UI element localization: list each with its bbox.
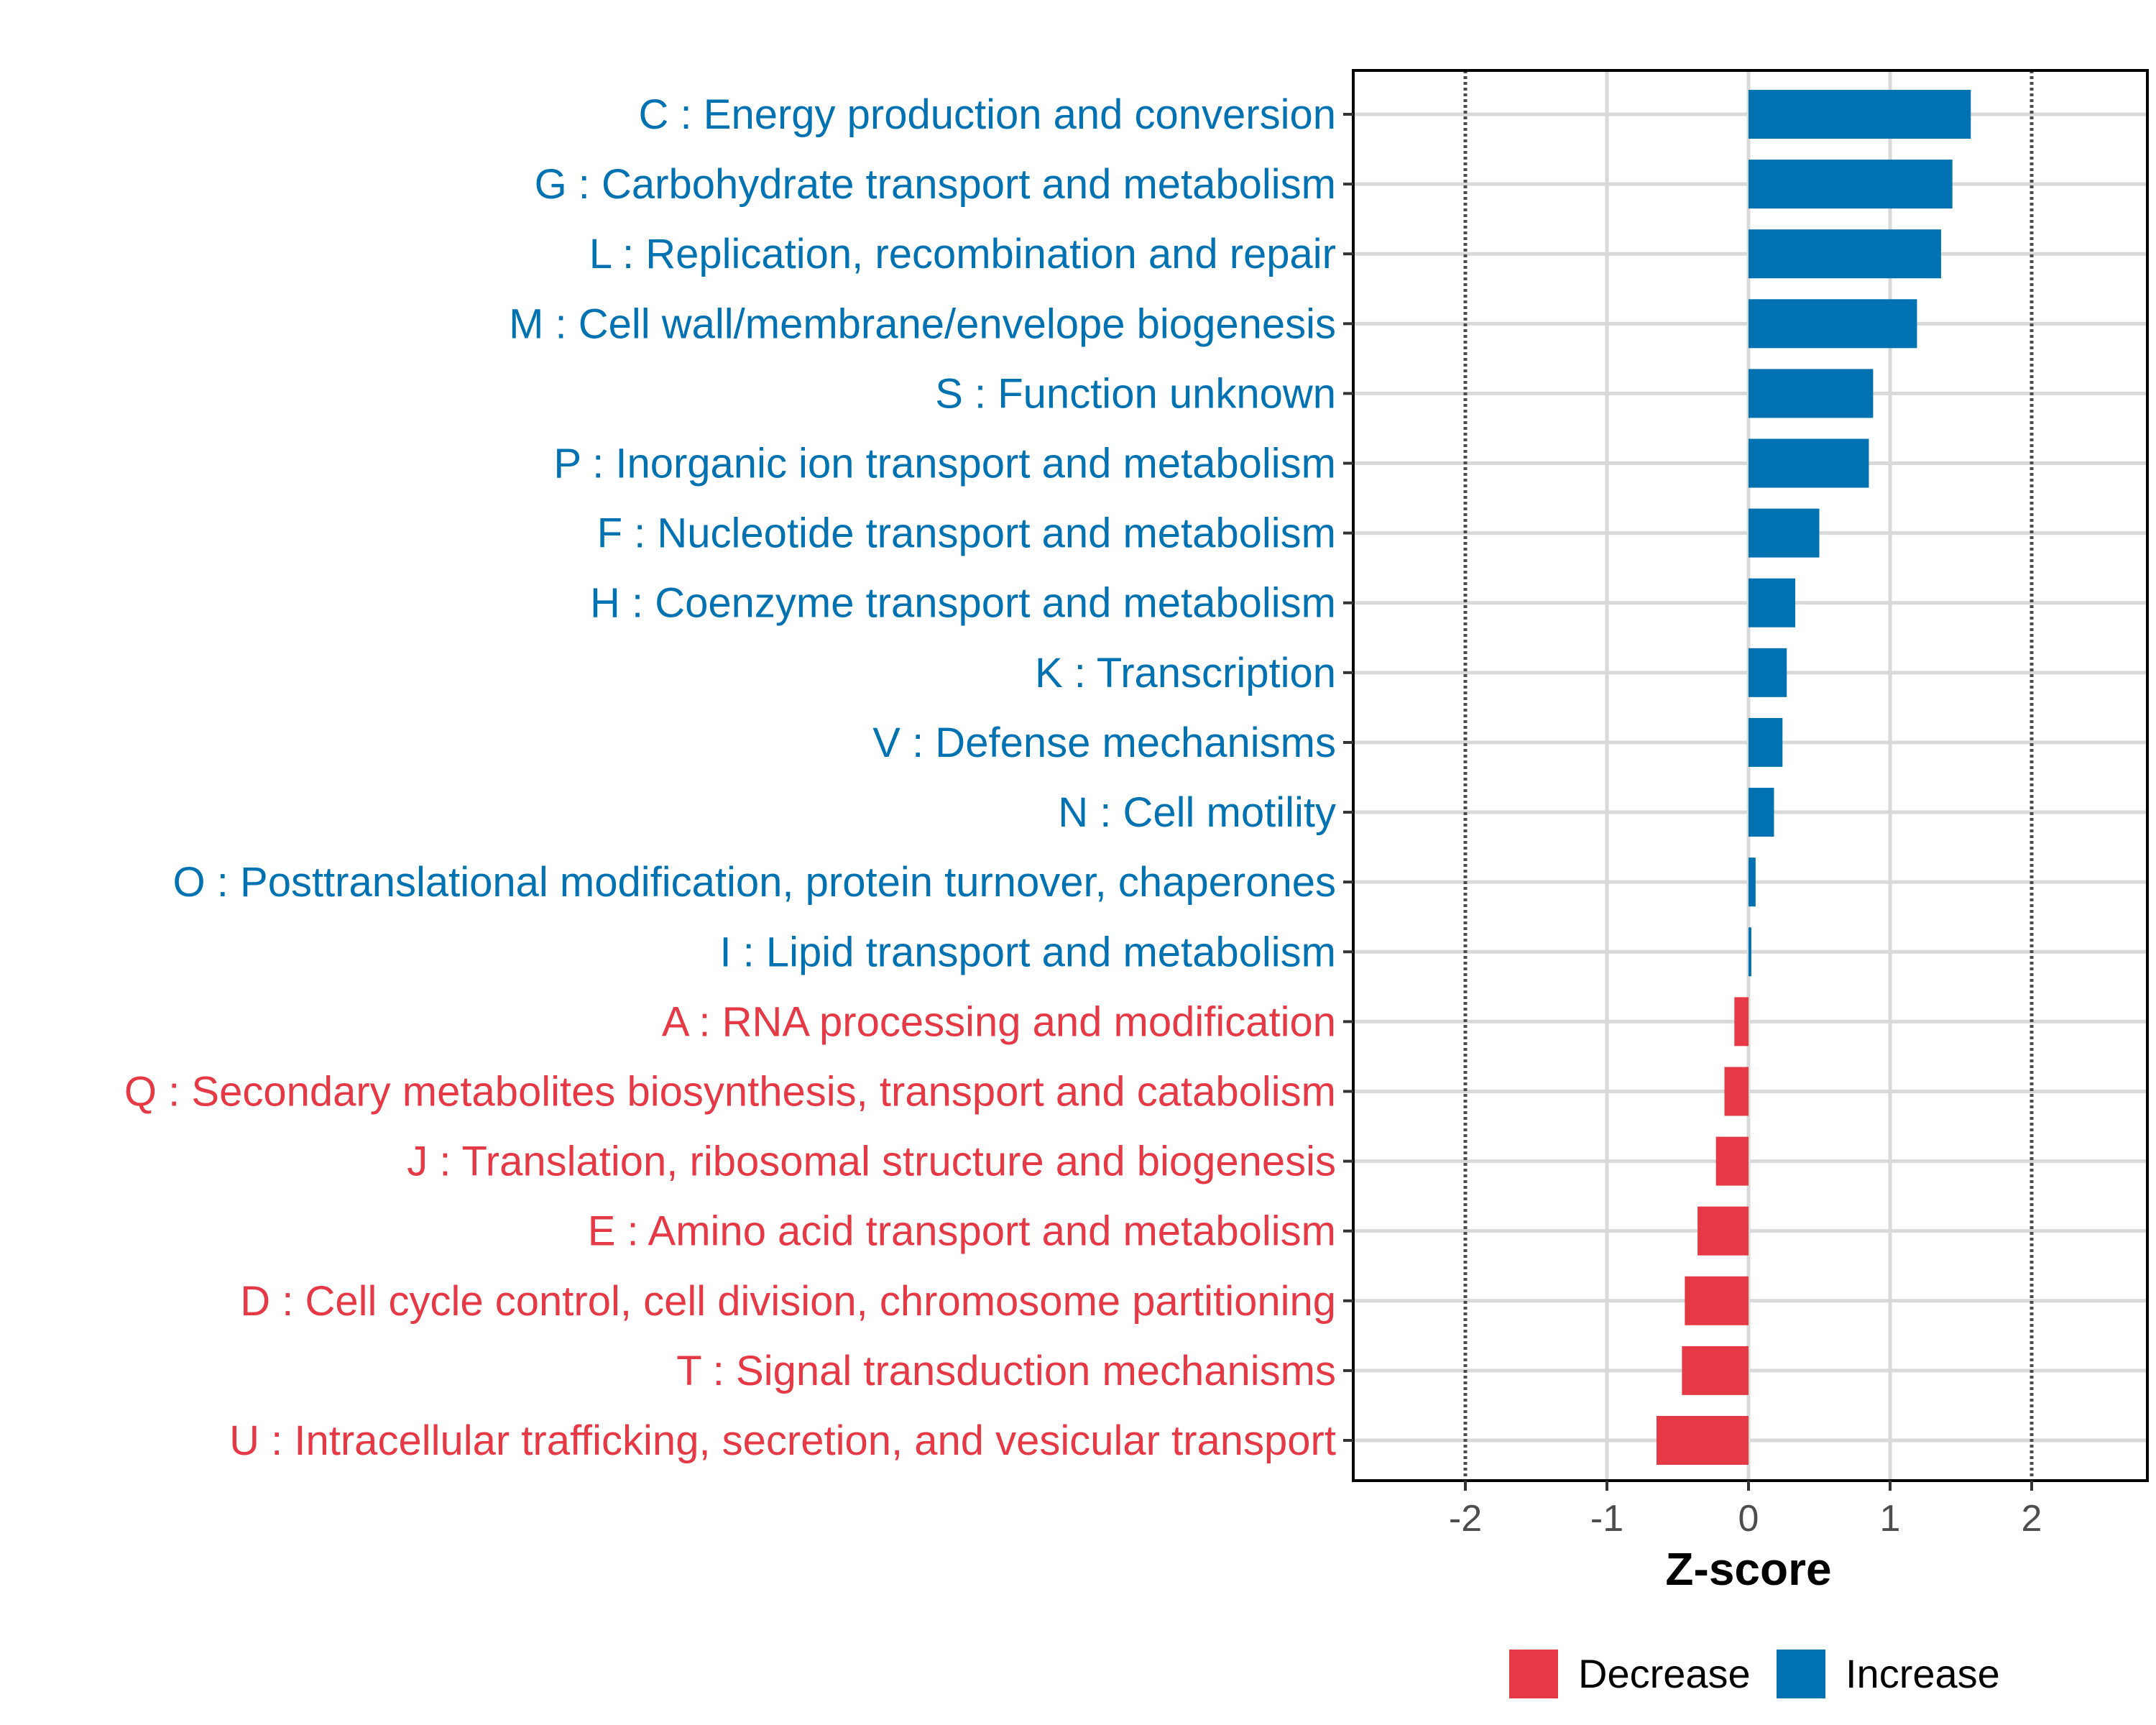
category-label: P : Inorganic ion transport and metaboli… bbox=[553, 441, 1336, 487]
bar-increase bbox=[1749, 438, 1869, 488]
category-label: G : Carbohydrate transport and metabolis… bbox=[535, 161, 1336, 208]
bar-decrease bbox=[1734, 997, 1749, 1046]
tick-layer: -2 -1 0 1 2 bbox=[1449, 1481, 2042, 1540]
bar-layer bbox=[1656, 90, 1971, 1465]
category-label: F : Nucleotide transport and metabolism bbox=[597, 510, 1336, 557]
x-tick-label: -1 bbox=[1590, 1498, 1623, 1540]
bar-decrease bbox=[1685, 1276, 1749, 1325]
bar-increase bbox=[1749, 369, 1874, 418]
category-label: J : Translation, ribosomal structure and… bbox=[407, 1138, 1336, 1185]
category-label: L : Replication, recombination and repai… bbox=[589, 231, 1336, 277]
category-label: V : Defense mechanisms bbox=[872, 719, 1336, 766]
category-label: Q : Secondary metabolites biosynthesis, … bbox=[124, 1068, 1336, 1115]
x-tick-label: 0 bbox=[1738, 1498, 1759, 1540]
bar-decrease bbox=[1656, 1416, 1749, 1465]
category-label: U : Intracellular trafficking, secretion… bbox=[229, 1417, 1336, 1464]
bar-increase bbox=[1749, 857, 1756, 907]
category-label: C : Energy production and conversion bbox=[639, 91, 1336, 138]
bar-increase bbox=[1749, 788, 1774, 837]
bar-decrease bbox=[1682, 1346, 1749, 1395]
category-label: E : Amino acid transport and metabolism bbox=[588, 1208, 1336, 1255]
x-axis-title: Z-score bbox=[1665, 1543, 1831, 1595]
x-tick-label: -2 bbox=[1449, 1498, 1482, 1540]
legend-key-increase bbox=[1777, 1650, 1825, 1698]
category-label: O : Posttranslational modification, prot… bbox=[173, 859, 1336, 906]
category-label: I : Lipid transport and metabolism bbox=[719, 929, 1336, 975]
bar-increase bbox=[1749, 717, 1783, 767]
x-tick-label: 1 bbox=[1880, 1498, 1901, 1540]
label-layer: C : Energy production and conversion G : … bbox=[124, 91, 1336, 1464]
category-label: A : RNA processing and modification bbox=[662, 998, 1336, 1045]
bar-increase bbox=[1749, 927, 1751, 977]
panel-border bbox=[1352, 69, 2149, 1482]
legend-key-decrease bbox=[1509, 1650, 1558, 1698]
legend: Decrease Increase bbox=[1509, 1650, 2000, 1698]
category-label: D : Cell cycle control, cell division, c… bbox=[240, 1278, 1336, 1325]
category-label: S : Function unknown bbox=[935, 370, 1336, 417]
bar-increase bbox=[1749, 299, 1917, 349]
category-label: H : Coenzyme transport and metabolism bbox=[590, 580, 1336, 627]
category-label: N : Cell motility bbox=[1058, 789, 1336, 836]
bar-increase bbox=[1749, 648, 1787, 697]
bar-decrease bbox=[1697, 1206, 1749, 1256]
legend-label-decrease: Decrease bbox=[1578, 1651, 1751, 1696]
bar-decrease bbox=[1715, 1136, 1749, 1186]
x-tick-label: 2 bbox=[2022, 1498, 2042, 1540]
legend-label-increase: Increase bbox=[1846, 1651, 2000, 1696]
bar-increase bbox=[1749, 160, 1953, 209]
bar-increase bbox=[1749, 229, 1941, 279]
bar-increase bbox=[1749, 578, 1796, 627]
bar-increase bbox=[1749, 90, 1971, 139]
category-label: T : Signal transduction mechanisms bbox=[676, 1348, 1336, 1394]
frame-layer bbox=[1343, 69, 2149, 1482]
category-label: M : Cell wall/membrane/envelope biogenes… bbox=[509, 300, 1336, 347]
bar-decrease bbox=[1724, 1067, 1749, 1116]
category-label: K : Transcription bbox=[1035, 650, 1336, 696]
bar-increase bbox=[1749, 508, 1820, 558]
